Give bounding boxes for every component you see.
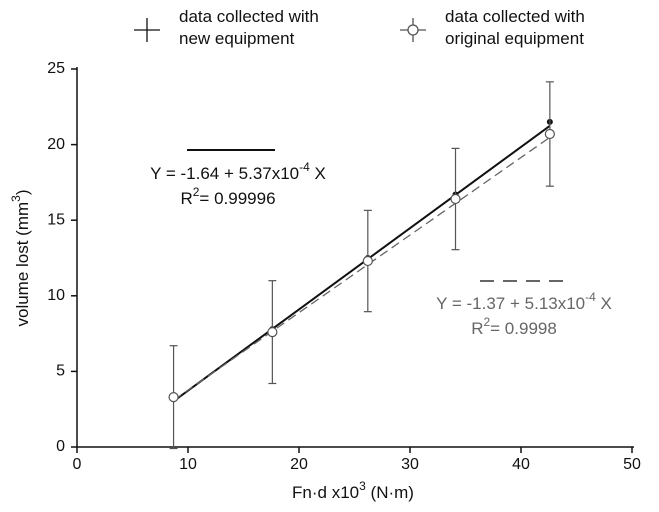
x-axis-label-part: 3 <box>359 479 366 493</box>
legend-line: original equipment <box>445 29 584 48</box>
legend-label: data collected with original equipment <box>445 7 585 48</box>
legend-label: data collected with new equipment <box>179 7 319 48</box>
y-tick-label: 20 <box>47 136 65 153</box>
annotation: R2= 0.9998 <box>471 315 557 338</box>
legend-circle <box>407 24 419 36</box>
point <box>267 326 278 338</box>
annotation-part: Y = -1.64 + 5.37x10 <box>150 164 299 183</box>
y-tick-label: 0 <box>56 438 65 455</box>
y-tick-label: 15 <box>47 211 65 228</box>
x-tick-label: 50 <box>623 456 641 473</box>
annotation: Y = -1.64 + 5.37x10-4 X <box>150 160 326 183</box>
annotation-part: -4 <box>299 160 310 174</box>
x-axis-label: Fn·d x103 (N·m) <box>292 479 414 502</box>
legend-marker <box>400 18 426 42</box>
annotation-part: R <box>180 189 192 208</box>
y-axis-label-part: 3 <box>9 195 23 202</box>
y-tick-label: 5 <box>56 363 65 380</box>
fit-line <box>172 125 551 402</box>
fit-line <box>173 136 551 401</box>
annotation-part: X <box>596 294 612 313</box>
legend-marker <box>134 18 160 42</box>
annotation-part: R <box>471 319 483 338</box>
annotation-part: = 0.99996 <box>199 189 275 208</box>
legend-line: new equipment <box>179 29 295 48</box>
annotation-part: -4 <box>585 290 596 304</box>
annotation: Y = -1.37 + 5.13x10-4 X <box>436 290 612 313</box>
point <box>544 128 555 140</box>
y-axis-label: volume lost (mm3) <box>9 189 32 326</box>
x-tick-label: 40 <box>512 456 530 473</box>
point <box>450 193 461 205</box>
annotation-part: 2 <box>193 185 200 199</box>
annotation-part: 2 <box>483 315 490 329</box>
annotation-part: = 0.9998 <box>490 319 557 338</box>
point <box>168 392 179 403</box>
legend-line: data collected with <box>445 7 585 26</box>
x-axis-label-part: (N·m) <box>366 483 414 502</box>
annotation: R2= 0.99996 <box>180 185 275 208</box>
x-axis-label-part: Fn·d x10 <box>292 483 359 502</box>
y-tick-label: 10 <box>47 287 65 304</box>
x-tick-label: 0 <box>73 456 82 473</box>
x-tick-label: 10 <box>179 456 197 473</box>
legend-line: data collected with <box>179 7 319 26</box>
y-tick-label: 25 <box>47 60 65 77</box>
point <box>362 255 373 267</box>
x-tick-label: 30 <box>401 456 419 473</box>
y-axis-label-part: volume lost (mm <box>13 202 32 327</box>
annotation-part: X <box>310 164 326 183</box>
annotation-part: Y = -1.37 + 5.13x10 <box>436 294 585 313</box>
y-axis-label-part: ) <box>13 189 32 195</box>
x-tick-label: 20 <box>290 456 308 473</box>
